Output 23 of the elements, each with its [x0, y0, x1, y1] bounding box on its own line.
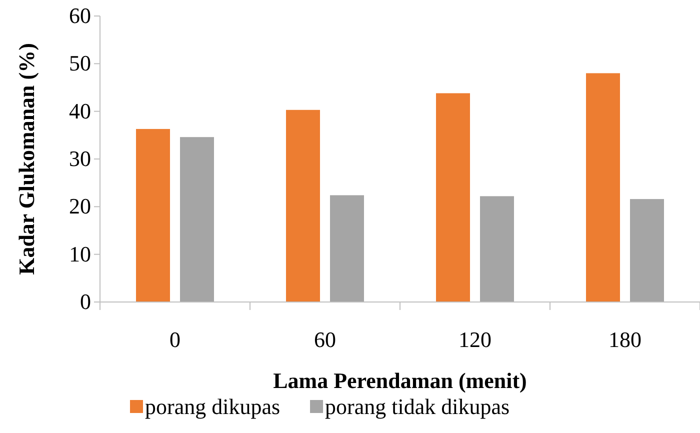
y-tick-label: 50 [69, 50, 91, 76]
x-tick-label: 120 [458, 327, 492, 352]
legend-label: porang tidak dikupas [325, 394, 510, 419]
y-axis-title: Kadar Glukomanan (%) [14, 43, 39, 275]
y-tick-label: 60 [69, 3, 91, 28]
x-tick-label: 180 [608, 327, 642, 352]
x-tick-label: 0 [170, 327, 180, 352]
x-axis-title: Lama Perendaman (menit) [273, 368, 527, 393]
bar [136, 128, 170, 302]
y-tick-label: 40 [69, 98, 91, 124]
y-tick-label: 30 [69, 146, 91, 172]
y-tick-label: 10 [69, 241, 91, 266]
bar [330, 195, 364, 302]
x-tick-label: 60 [314, 327, 336, 352]
bar [180, 137, 214, 302]
bar [480, 196, 514, 302]
bar [630, 199, 664, 302]
y-tick-label: 20 [69, 194, 91, 219]
bar [286, 110, 320, 302]
bar [586, 73, 620, 302]
legend-label: porang dikupas [145, 394, 280, 419]
y-tick-label: 0 [80, 289, 91, 314]
bar [436, 93, 470, 302]
